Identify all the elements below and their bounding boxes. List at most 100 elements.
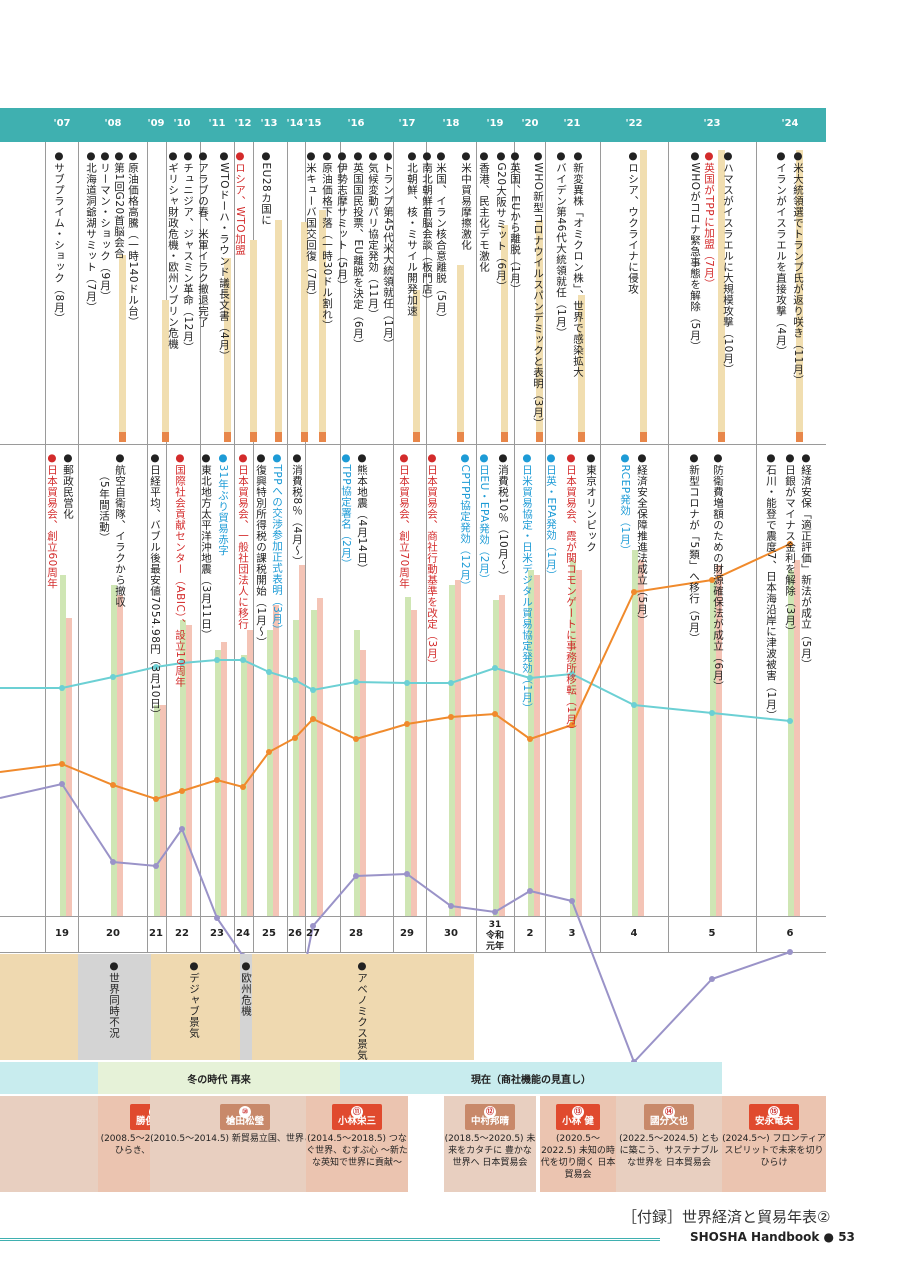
bar-green — [311, 610, 317, 916]
cyan-line-point — [240, 657, 246, 663]
purple-line-point — [153, 863, 159, 869]
year-label: '15 — [304, 118, 322, 129]
bar-pink — [360, 650, 366, 916]
section-divider — [0, 952, 826, 953]
year-label: '22 — [625, 118, 643, 129]
cyan-line-point — [709, 710, 715, 716]
bar-marker — [718, 432, 725, 442]
year-label: '11 — [208, 118, 226, 129]
bar-marker — [796, 432, 803, 442]
president-slogan: (2010.5～2014.5) 新貿易立国、世界とともに — [150, 1134, 340, 1144]
event-text: ●伊勢志摩サミット（5月） — [336, 150, 348, 291]
band-present: 現在（商社機能の見直し） — [340, 1062, 722, 1094]
year-header-band — [0, 108, 826, 142]
event-text: ●熊本地震（4月14日） — [356, 452, 368, 575]
band-label: 現在（商社機能の見直し） — [471, 1074, 591, 1086]
event-text: ●北海道洞爺湖サミット（7月） — [85, 150, 97, 313]
era-year: 6 — [786, 928, 794, 939]
cyan-line-point — [631, 702, 637, 708]
section-divider — [0, 444, 826, 445]
bar-pink — [186, 625, 192, 916]
event-text: ●日銀がマイナス金利を解除（3月） — [784, 452, 796, 637]
band-label: 冬の時代 再来 — [187, 1074, 251, 1086]
era-year: 30 — [444, 928, 458, 939]
president-cell: ⑫ 中村邦晴 (2018.5～2020.5) 未来をカタチに 豊かな世界へ 日本貿易… — [444, 1096, 536, 1192]
event-text: ●チュニジア、ジャスミン革命（12月） — [182, 150, 194, 353]
economy-block — [0, 954, 78, 1060]
year-label: '09 — [147, 118, 165, 129]
event-text: ●TPP協定署名（2月） — [340, 452, 352, 570]
president-name-badge: ⑮ 安永竜夫 — [748, 1104, 799, 1130]
orange-line-point — [179, 788, 185, 794]
year-label: '14 — [286, 118, 304, 129]
column-divider — [78, 142, 79, 952]
year-label: '07 — [53, 118, 71, 129]
president-cell: ⑬ 小林 健 (2020.5～2022.5) 未知の時代を切り開く 日本貿易会 — [540, 1096, 616, 1192]
president-name: 槍田松瑩 — [225, 1116, 264, 1127]
event-text: ●日本貿易会、創立60周年 — [46, 452, 58, 589]
event-text: ●イランがイスラエルを直接攻撃（4月） — [775, 150, 787, 357]
event-text: ●防衛費増額のための財源確保法が成立（6月） — [712, 452, 724, 692]
president-name-badge: ⑫ 中村邦晴 — [464, 1104, 515, 1130]
year-label: '24 — [781, 118, 799, 129]
year-label: '21 — [563, 118, 581, 129]
event-text: ●気候変動パリ協定発効（11月） — [367, 150, 379, 320]
era-year: 3 — [568, 928, 576, 939]
event-text: ●WHO新型コロナウイルスパンデミックと表明（3月） — [532, 150, 544, 429]
economy-label: ●デジャブ景気 — [188, 960, 200, 1039]
event-text: ●日英・EPA発効（1月） — [545, 452, 557, 581]
bar-marker — [578, 432, 585, 442]
orange-line-point — [292, 735, 298, 741]
event-text: ●英国がTPPに加盟（7月） — [703, 150, 715, 290]
president-name: 安永竜夫 — [754, 1116, 793, 1127]
president-name: 小林栄三 — [337, 1116, 376, 1127]
era-year: 24 — [236, 928, 250, 939]
purple-line-point — [59, 781, 65, 787]
bar-green — [354, 630, 360, 916]
cyan-line-point — [214, 657, 220, 663]
purple-line-point — [569, 898, 575, 904]
era-year: 23 — [210, 928, 224, 939]
footer-rule — [0, 1238, 660, 1241]
year-label: '17 — [398, 118, 416, 129]
economy-block-euro — [240, 954, 252, 1060]
event-text: ●日米貿易協定・日米デジタル貿易協定発効（1月） — [521, 452, 533, 714]
event-text: ●WHOがコロナ緊急事態を解除（5月） — [689, 150, 701, 352]
event-text: ●郵政民営化 — [62, 452, 74, 520]
orange-line-point — [110, 782, 116, 788]
event-text: ●経済安保「適正評価」新法が成立（5月） — [800, 452, 812, 670]
bar-green — [111, 585, 117, 916]
bar-marker — [501, 432, 508, 442]
event-text: ●北朝鮮、核・ミサイル開発加速 — [406, 150, 418, 317]
event-text: ●ハマスがイスラエルに大規模攻撃（10月） — [722, 150, 734, 375]
cyan-line-point — [404, 680, 410, 686]
year-label: '10 — [173, 118, 191, 129]
cyan-line-point — [448, 680, 454, 686]
bar-pink — [221, 642, 227, 916]
bar-pink — [411, 610, 417, 916]
year-label: '16 — [347, 118, 365, 129]
event-text: ●米国、イラン核合意離脱（5月） — [435, 150, 447, 324]
bar-green — [215, 650, 221, 916]
event-text: ●日本貿易会、一般社団法人に移行 — [237, 452, 249, 630]
year-label: '19 — [486, 118, 504, 129]
orange-line-point — [527, 736, 533, 742]
era-year: 29 — [400, 928, 414, 939]
purple-line-point — [353, 873, 359, 879]
president-slogan: (2014.5～2018.5) つなぐ世界、むすぶ心 ～新たな英知で世界に貢献～ — [306, 1134, 408, 1168]
event-text: ●トランプ第45代米大統領就任（1月） — [382, 150, 394, 350]
cyan-line-point — [787, 718, 793, 724]
band-left — [0, 1062, 98, 1094]
event-text: ●米大統領選でトランプ氏が返り咲き（11月） — [792, 150, 804, 386]
event-text: ●第1回G20首脳会合 — [113, 150, 125, 259]
bar-green — [267, 630, 273, 916]
economy-block-abenomics — [252, 954, 474, 1060]
purple-line-point — [448, 903, 454, 909]
column-divider — [287, 142, 288, 952]
president-slogan: (2018.5～2020.5) 未来をカタチに 豊かな世界へ 日本貿易会 — [444, 1134, 536, 1168]
event-text: ●東京オリンピック — [585, 452, 597, 553]
event-text: ●G20大阪サミット（6月） — [495, 150, 507, 292]
orange-line-point — [240, 784, 246, 790]
event-text: ●ギリシャ財政危機・欧州ソブリン危機 — [167, 150, 179, 350]
cyan-line-point — [353, 679, 359, 685]
